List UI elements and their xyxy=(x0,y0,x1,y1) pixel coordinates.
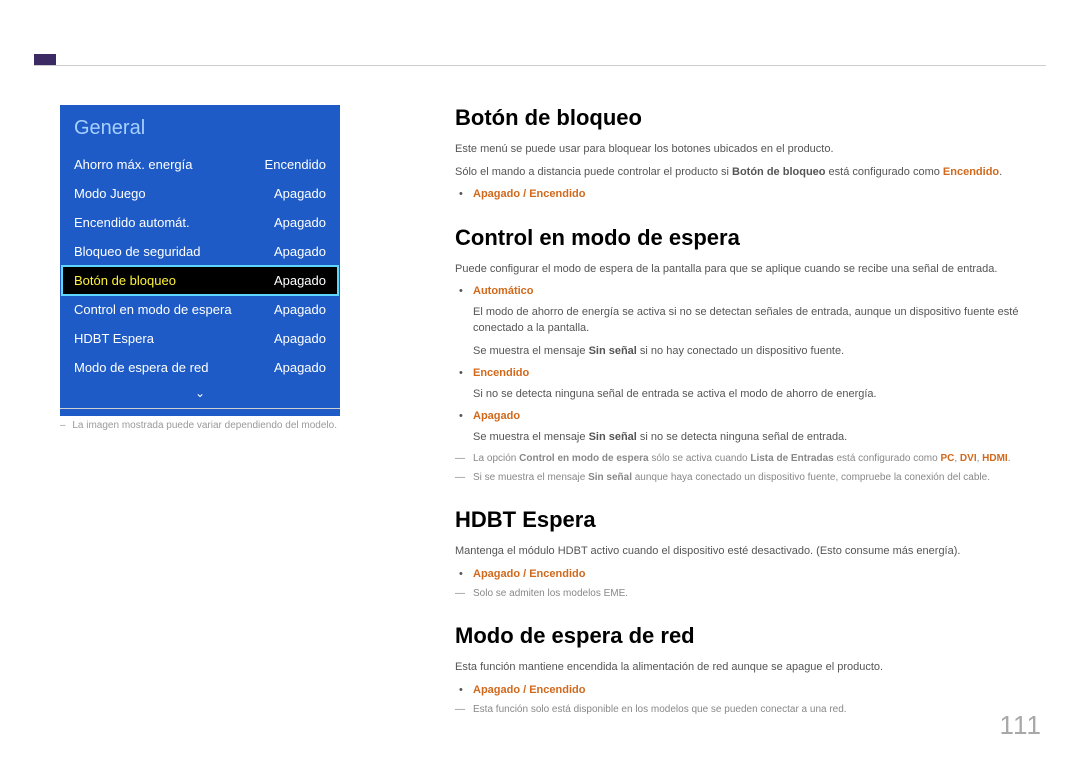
section-para: Esta función mantiene encendida la alime… xyxy=(455,659,1040,676)
text-run: . xyxy=(1008,453,1011,464)
text-run: Sólo el mando a distancia puede controla… xyxy=(455,166,732,178)
section-para: Mantenga el módulo HDBT activo cuando el… xyxy=(455,543,1040,560)
menu-item-label: Modo de espera de red xyxy=(74,360,208,375)
menu-item-label: Control en modo de espera xyxy=(74,302,232,317)
menu-item-label: Encendido automát. xyxy=(74,215,190,230)
menu-item-label: Modo Juego xyxy=(74,186,146,201)
option-desc: Se muestra el mensaje Sin señal si no ha… xyxy=(473,343,1040,360)
section-para: Este menú se puede usar para bloquear lo… xyxy=(455,141,1040,158)
menu-item-standby-control[interactable]: Control en modo de espera Apagado xyxy=(60,295,340,324)
section-title: Control en modo de espera xyxy=(455,225,1040,251)
section-button-lock: Botón de bloqueo Este menú se puede usar… xyxy=(455,105,1040,203)
section-title: HDBT Espera xyxy=(455,507,1040,533)
menu-item-value: Encendido xyxy=(265,157,326,172)
text-run: si no se detecta ninguna señal de entrad… xyxy=(637,431,847,443)
text-run: está configurado como xyxy=(834,453,941,464)
menu-item-value: Apagado xyxy=(274,215,326,230)
menu-item-auto-power[interactable]: Encendido automát. Apagado xyxy=(60,208,340,237)
section-title: Botón de bloqueo xyxy=(455,105,1040,131)
text-bold: Botón de bloqueo xyxy=(732,166,825,178)
text-accent: DVI xyxy=(960,453,977,464)
menu-item-network-standby[interactable]: Modo de espera de red Apagado xyxy=(60,353,340,382)
panel-caption-text: La imagen mostrada puede variar dependie… xyxy=(72,420,337,431)
menu-scroll-down[interactable]: ⌄ xyxy=(60,382,340,400)
menu-item-value: Apagado xyxy=(274,186,326,201)
menu-item-label: Botón de bloqueo xyxy=(74,273,176,288)
text-bold: Sin señal xyxy=(589,345,637,357)
menu-item-label: Bloqueo de seguridad xyxy=(74,244,201,259)
menu-panel: General Ahorro máx. energía Encendido Mo… xyxy=(60,105,340,416)
section-para: Sólo el mando a distancia puede controla… xyxy=(455,164,1040,181)
panel-caption: – La imagen mostrada puede variar depend… xyxy=(60,420,337,431)
text-run: si no hay conectado un dispositivo fuent… xyxy=(637,345,844,357)
text-bold: Lista de Entradas xyxy=(750,453,833,464)
option-row: Apagado / Encendido xyxy=(473,186,1040,203)
note-row: La opción Control en modo de espera sólo… xyxy=(473,451,1040,466)
content-area: Botón de bloqueo Este menú se puede usar… xyxy=(455,105,1040,739)
section-network-standby: Modo de espera de red Esta función manti… xyxy=(455,623,1040,717)
note-row: Si se muestra el mensaje Sin señal aunqu… xyxy=(473,470,1040,485)
menu-item-value: Apagado xyxy=(274,302,326,317)
text-run: aunque haya conectado un dispositivo fue… xyxy=(632,472,990,483)
menu-item-hdbt-standby[interactable]: HDBT Espera Apagado xyxy=(60,324,340,353)
option-value: Apagado / Encendido xyxy=(473,684,585,696)
menu-item-game-mode[interactable]: Modo Juego Apagado xyxy=(60,179,340,208)
text-bold: Sin señal xyxy=(589,431,637,443)
menu-item-value: Apagado xyxy=(274,331,326,346)
section-para: Puede configurar el modo de espera de la… xyxy=(455,261,1040,278)
text-run: . xyxy=(999,166,1002,178)
text-accent: Encendido xyxy=(943,166,999,178)
text-run: Se muestra el mensaje xyxy=(473,345,589,357)
section-hdbt-standby: HDBT Espera Mantenga el módulo HDBT acti… xyxy=(455,507,1040,601)
menu-title: General xyxy=(60,105,340,150)
text-bold: Control en modo de espera xyxy=(519,453,648,464)
text-bold: Sin señal xyxy=(588,472,632,483)
option-off: Apagado xyxy=(473,408,1040,425)
text-run: Si se muestra el mensaje xyxy=(473,472,588,483)
menu-item-value: Apagado xyxy=(274,273,326,288)
menu-item-value: Apagado xyxy=(274,244,326,259)
option-desc: Se muestra el mensaje Sin señal si no se… xyxy=(473,429,1040,446)
option-value: Apagado / Encendido xyxy=(473,188,585,200)
text-accent: HDMI xyxy=(982,453,1008,464)
option-desc: Si no se detecta ninguna señal de entrad… xyxy=(473,386,1040,403)
option-desc: El modo de ahorro de energía se activa s… xyxy=(473,304,1040,337)
option-label: Encendido xyxy=(473,367,529,379)
text-run: está configurado como xyxy=(826,166,943,178)
section-standby-control: Control en modo de espera Puede configur… xyxy=(455,225,1040,486)
dash-icon: – xyxy=(60,420,66,431)
header-rule xyxy=(34,65,1046,66)
text-run: sólo se activa cuando xyxy=(649,453,751,464)
option-value: Apagado / Encendido xyxy=(473,568,585,580)
menu-item-safety-lock[interactable]: Bloqueo de seguridad Apagado xyxy=(60,237,340,266)
text-run: La opción xyxy=(473,453,519,464)
note-row: Esta función solo está disponible en los… xyxy=(473,702,1040,717)
option-row: Apagado / Encendido xyxy=(473,566,1040,583)
option-auto: Automático xyxy=(473,283,1040,300)
menu-item-button-lock[interactable]: Botón de bloqueo Apagado xyxy=(62,266,338,295)
menu-item-label: HDBT Espera xyxy=(74,331,154,346)
panel-caption-rule xyxy=(60,408,340,409)
text-run: Se muestra el mensaje xyxy=(473,431,589,443)
menu-item-label: Ahorro máx. energía xyxy=(74,157,193,172)
text-accent: PC xyxy=(940,453,954,464)
note-row: Solo se admiten los modelos EME. xyxy=(473,586,1040,601)
option-label: Apagado xyxy=(473,410,520,422)
option-on: Encendido xyxy=(473,365,1040,382)
option-label: Automático xyxy=(473,285,534,297)
option-row: Apagado / Encendido xyxy=(473,682,1040,699)
menu-item-value: Apagado xyxy=(274,360,326,375)
page-number: 111 xyxy=(999,710,1042,741)
section-title: Modo de espera de red xyxy=(455,623,1040,649)
menu-item-energy-saving[interactable]: Ahorro máx. energía Encendido xyxy=(60,150,340,179)
